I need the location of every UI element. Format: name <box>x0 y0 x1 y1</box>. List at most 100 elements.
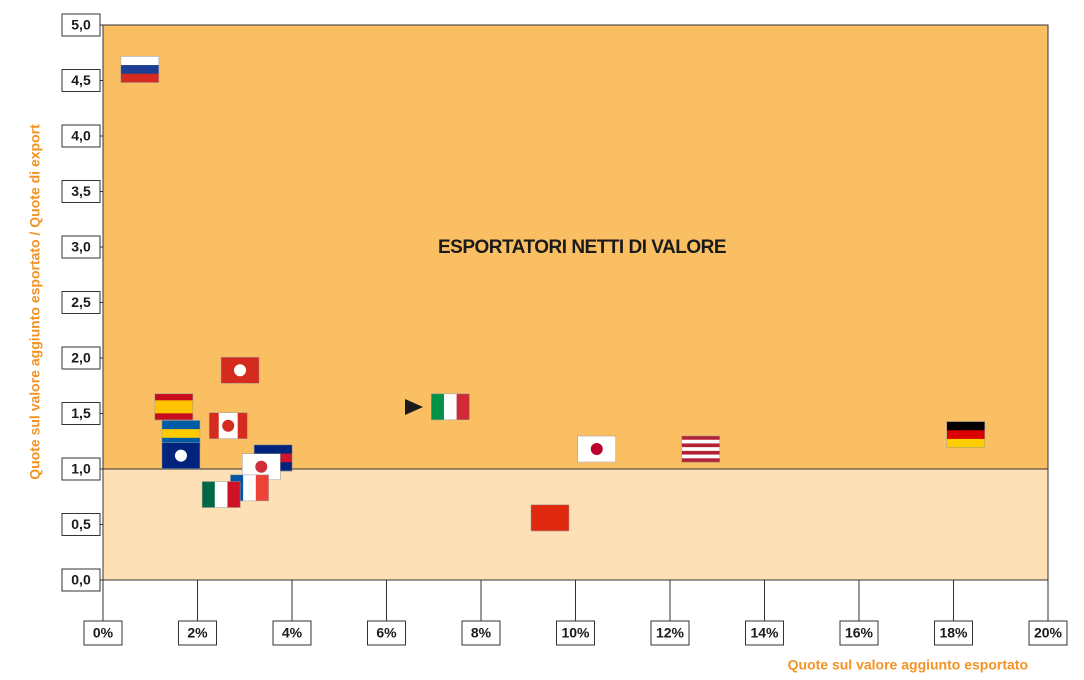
flag-stripe <box>681 443 720 448</box>
x-tick-box <box>367 620 406 646</box>
y-tick-box <box>61 291 101 314</box>
flag-stripe <box>209 412 220 439</box>
y-tick-label: 1,5 <box>71 405 91 421</box>
flag-stripe <box>237 412 248 439</box>
x-tick-label: 16% <box>845 625 874 641</box>
y-tick-label: 1,0 <box>71 461 91 477</box>
flag-stripe <box>946 438 985 448</box>
flag-stripe <box>161 429 200 439</box>
y-tick-box <box>61 180 101 203</box>
y-tick-box <box>61 124 101 148</box>
flag-emblem <box>174 449 187 462</box>
flag-stripe <box>120 73 159 83</box>
x-tick-label: 0% <box>93 625 114 641</box>
flag-stripe <box>120 56 159 66</box>
flag-emblem <box>590 443 603 456</box>
flag-stripe <box>946 430 985 440</box>
flag-marker <box>220 356 260 384</box>
flag-stripe <box>530 504 569 532</box>
flag-border <box>220 356 260 384</box>
y-tick-label: 0,5 <box>71 516 91 532</box>
flag-stripe <box>154 393 193 401</box>
flag-stripe <box>214 481 228 508</box>
flag-border <box>201 481 241 508</box>
flag-marker <box>431 393 470 421</box>
flag-border <box>530 504 570 532</box>
flag-stripe <box>254 444 293 454</box>
flag-stripe <box>681 454 720 459</box>
flag-border <box>431 393 470 421</box>
arrow <box>405 399 423 415</box>
x-axis-title: Quote sul valore aggiunto esportato <box>788 657 1028 673</box>
flag-stripe <box>456 393 470 420</box>
x-tick-box <box>745 620 784 646</box>
flag-stripe <box>154 406 193 414</box>
flag-border <box>946 421 986 448</box>
flag-stripe <box>161 437 200 447</box>
flag-marker <box>161 442 201 469</box>
y-tick-box <box>61 402 101 425</box>
flag-emblem <box>255 460 268 473</box>
y-tick-label: 5,0 <box>71 17 91 33</box>
flag-marker <box>530 504 570 532</box>
y-tick-box <box>61 457 101 481</box>
flag-stripe <box>681 447 720 452</box>
x-tick-box <box>178 620 217 646</box>
flag-stripe <box>243 474 257 501</box>
y-tick-box <box>61 235 101 259</box>
flag-stripe <box>120 65 159 75</box>
flag-stripe <box>154 400 193 408</box>
y-tick-box <box>61 346 101 370</box>
x-tick-label: 12% <box>656 625 685 641</box>
flag-stripe <box>443 393 457 420</box>
x-tick-box <box>839 620 879 646</box>
y-tick-label: 2,5 <box>71 294 91 310</box>
y-tick-label: 4,0 <box>71 128 91 144</box>
y-tick-box <box>61 513 101 536</box>
flag-stripe <box>202 481 216 508</box>
flag-border <box>161 442 201 469</box>
flag-stripe <box>227 481 241 508</box>
x-tick-label: 20% <box>1034 625 1063 641</box>
x-tick-box <box>272 620 312 646</box>
flag-stripe <box>154 413 193 421</box>
y-tick-box <box>61 568 101 592</box>
flag-stripe <box>681 450 720 455</box>
x-tick-box <box>83 620 123 646</box>
flag-marker <box>681 435 720 463</box>
x-tick-label: 4% <box>282 625 303 641</box>
x-tick-box <box>650 620 690 646</box>
flag-border <box>681 435 720 463</box>
x-tick-label: 18% <box>939 625 968 641</box>
flag-border <box>154 393 194 421</box>
flag-stripe <box>946 421 985 431</box>
x-tick-label: 2% <box>187 625 208 641</box>
flag-stripe <box>681 458 720 463</box>
flag-border <box>577 435 617 463</box>
flag-stripe <box>255 474 269 501</box>
flag-emblem <box>222 419 235 432</box>
y-tick-box <box>61 69 101 92</box>
flag-border <box>208 412 248 439</box>
flag-emblem <box>234 364 247 377</box>
x-tick-box <box>461 620 501 646</box>
flag-stripe <box>681 439 720 444</box>
flag-marker <box>154 393 194 421</box>
flag-stripe <box>431 393 445 420</box>
flag-marker <box>946 421 986 448</box>
flag-border <box>120 56 160 83</box>
y-tick-label: 3,0 <box>71 239 91 255</box>
y-tick-label: 4,5 <box>71 72 91 88</box>
x-tick-box <box>1028 620 1068 646</box>
x-tick-label: 14% <box>750 625 779 641</box>
annotation: ESPORTATORI NETTI DI VALORE <box>438 237 726 258</box>
flag-stripe <box>681 436 720 441</box>
x-tick-label: 10% <box>561 625 590 641</box>
x-tick-label: 6% <box>376 625 397 641</box>
flag-stripe <box>161 420 200 430</box>
x-tick-box <box>934 620 973 646</box>
flag-marker <box>208 412 248 439</box>
flag-marker <box>577 435 617 463</box>
y-axis-title: Quote sul valore aggiunto esportato / Qu… <box>27 124 43 480</box>
